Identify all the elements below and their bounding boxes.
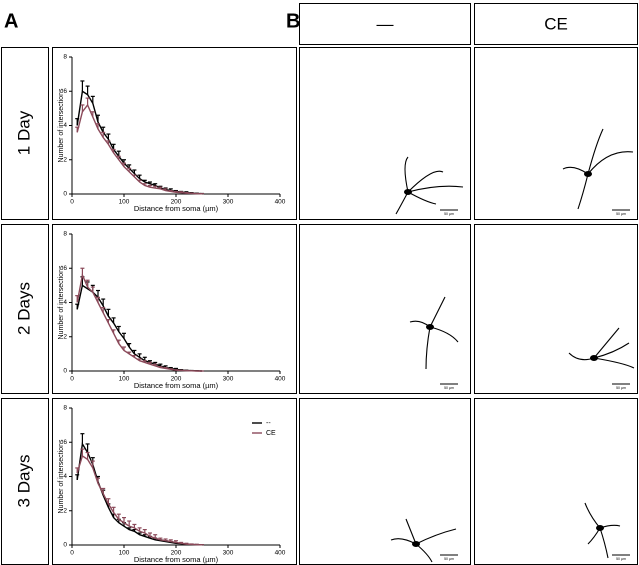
column-header: — bbox=[377, 14, 394, 33]
row-label-box bbox=[1, 47, 49, 220]
x-tick-label: 100 bbox=[119, 550, 130, 557]
y-axis-label: Number of intersections bbox=[58, 439, 65, 513]
soma bbox=[412, 541, 420, 547]
y-tick-label: 6 bbox=[63, 265, 67, 272]
neuron bbox=[584, 502, 621, 559]
series-line bbox=[76, 103, 203, 195]
y-tick-label: 4 bbox=[63, 473, 67, 480]
row-label: 1 Day bbox=[14, 110, 33, 155]
x-axis-label: Distance from soma (µm) bbox=[134, 555, 219, 564]
y-axis-label: Number of intersections bbox=[58, 265, 65, 339]
x-axis-label: Distance from soma (µm) bbox=[134, 204, 219, 213]
x-tick-label: 100 bbox=[119, 199, 130, 206]
y-tick-label: 8 bbox=[63, 405, 67, 412]
soma bbox=[426, 324, 434, 330]
scale-bar-label: 50 µm bbox=[444, 386, 454, 390]
neurite bbox=[407, 170, 444, 193]
row-label: 2 Days bbox=[14, 282, 33, 335]
scale-bar-label: 50 µm bbox=[616, 212, 626, 216]
chart-box bbox=[52, 224, 297, 394]
x-tick-label: 300 bbox=[223, 550, 234, 557]
y-tick-label: 0 bbox=[63, 368, 67, 375]
neuron bbox=[390, 518, 457, 563]
neurite bbox=[577, 173, 589, 210]
row-label-box bbox=[1, 224, 49, 394]
x-tick-label: 200 bbox=[171, 199, 182, 206]
panel-label: B bbox=[286, 10, 300, 32]
x-axis-label: Distance from soma (µm) bbox=[134, 381, 219, 390]
neuron bbox=[562, 128, 634, 210]
neurite bbox=[425, 326, 431, 370]
x-tick-label: 100 bbox=[119, 376, 130, 383]
y-tick-label: 4 bbox=[63, 122, 67, 129]
row-label-box bbox=[1, 398, 49, 565]
neurite bbox=[587, 128, 604, 175]
legend-label: -- bbox=[266, 420, 271, 427]
soma bbox=[596, 525, 604, 531]
column-header: CE bbox=[544, 14, 568, 33]
y-tick-label: 2 bbox=[63, 507, 67, 514]
chart-box bbox=[52, 398, 297, 565]
neurite bbox=[587, 151, 634, 175]
neuron bbox=[568, 327, 635, 369]
x-tick-label: 300 bbox=[223, 199, 234, 206]
y-tick-label: 2 bbox=[63, 333, 67, 340]
y-tick-label: 0 bbox=[63, 191, 67, 198]
neuron-image bbox=[474, 47, 638, 220]
neuron-image bbox=[474, 224, 638, 394]
y-tick-label: 0 bbox=[63, 542, 67, 549]
column-header-box bbox=[299, 3, 471, 45]
neuron bbox=[409, 296, 459, 370]
y-tick-label: 2 bbox=[63, 156, 67, 163]
x-tick-label: 200 bbox=[171, 550, 182, 557]
soma bbox=[584, 171, 592, 177]
y-tick-label: 6 bbox=[63, 88, 67, 95]
series-line bbox=[76, 272, 202, 372]
neuron-image bbox=[299, 398, 471, 565]
scale-bar-label: 50 µm bbox=[444, 557, 454, 561]
y-tick-label: 4 bbox=[63, 299, 67, 306]
y-tick-label: 8 bbox=[63, 231, 67, 238]
x-tick-label: 400 bbox=[275, 376, 286, 383]
neuron-image bbox=[299, 224, 471, 394]
x-tick-label: 200 bbox=[171, 376, 182, 383]
x-tick-label: 0 bbox=[70, 376, 74, 383]
x-tick-label: 400 bbox=[275, 199, 286, 206]
scale-bar-label: 50 µm bbox=[616, 386, 626, 390]
row-label: 3 Days bbox=[14, 455, 33, 508]
soma bbox=[404, 189, 412, 195]
scale-bar-label: 50 µm bbox=[616, 557, 626, 561]
x-tick-label: 300 bbox=[223, 376, 234, 383]
neuron bbox=[395, 156, 464, 215]
neuron-image bbox=[299, 47, 471, 220]
neurite bbox=[429, 296, 446, 328]
x-tick-label: 400 bbox=[275, 550, 286, 557]
neurite bbox=[593, 357, 635, 369]
soma bbox=[590, 355, 598, 361]
legend-label: CE bbox=[266, 430, 276, 437]
neurite bbox=[593, 327, 620, 359]
x-tick-label: 0 bbox=[70, 199, 74, 206]
panel-label: A bbox=[4, 10, 18, 32]
neurite bbox=[404, 156, 409, 193]
x-tick-label: 0 bbox=[70, 550, 74, 557]
neuron-image bbox=[474, 398, 638, 565]
y-tick-label: 6 bbox=[63, 439, 67, 446]
scale-bar-label: 50 µm bbox=[444, 212, 454, 216]
neurite bbox=[407, 185, 464, 193]
series-line bbox=[76, 454, 203, 546]
column-header-box bbox=[474, 3, 638, 45]
y-tick-label: 8 bbox=[63, 54, 67, 61]
y-axis-label: Number of intersections bbox=[58, 88, 65, 162]
